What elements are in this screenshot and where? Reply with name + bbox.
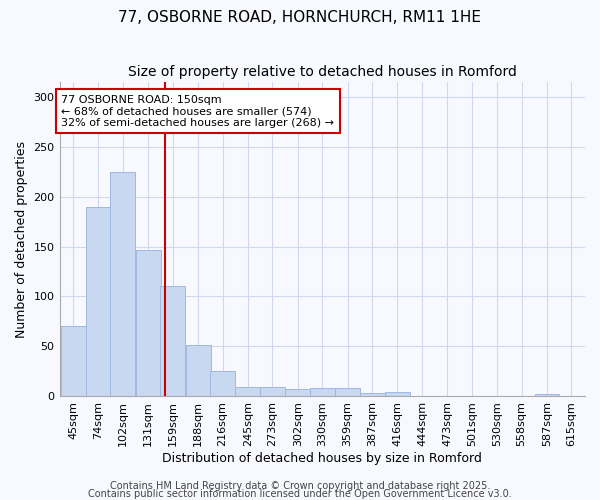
Text: 77, OSBORNE ROAD, HORNCHURCH, RM11 1HE: 77, OSBORNE ROAD, HORNCHURCH, RM11 1HE xyxy=(119,10,482,25)
Bar xyxy=(160,286,185,397)
Bar xyxy=(210,372,235,396)
Bar xyxy=(535,394,559,396)
Bar xyxy=(385,392,410,396)
X-axis label: Distribution of detached houses by size in Romford: Distribution of detached houses by size … xyxy=(163,452,482,465)
Text: Contains public sector information licensed under the Open Government Licence v3: Contains public sector information licen… xyxy=(88,489,512,499)
Text: Contains HM Land Registry data © Crown copyright and database right 2025.: Contains HM Land Registry data © Crown c… xyxy=(110,481,490,491)
Bar xyxy=(260,388,285,396)
Bar xyxy=(185,346,211,397)
Bar xyxy=(61,326,86,396)
Bar xyxy=(235,388,260,396)
Bar xyxy=(86,206,111,396)
Text: 77 OSBORNE ROAD: 150sqm
← 68% of detached houses are smaller (574)
32% of semi-d: 77 OSBORNE ROAD: 150sqm ← 68% of detache… xyxy=(61,94,334,128)
Title: Size of property relative to detached houses in Romford: Size of property relative to detached ho… xyxy=(128,65,517,79)
Bar xyxy=(110,172,136,396)
Bar xyxy=(286,390,310,396)
Bar xyxy=(335,388,360,396)
Bar xyxy=(136,250,161,396)
Bar xyxy=(359,394,385,396)
Y-axis label: Number of detached properties: Number of detached properties xyxy=(15,140,28,338)
Bar xyxy=(310,388,335,396)
